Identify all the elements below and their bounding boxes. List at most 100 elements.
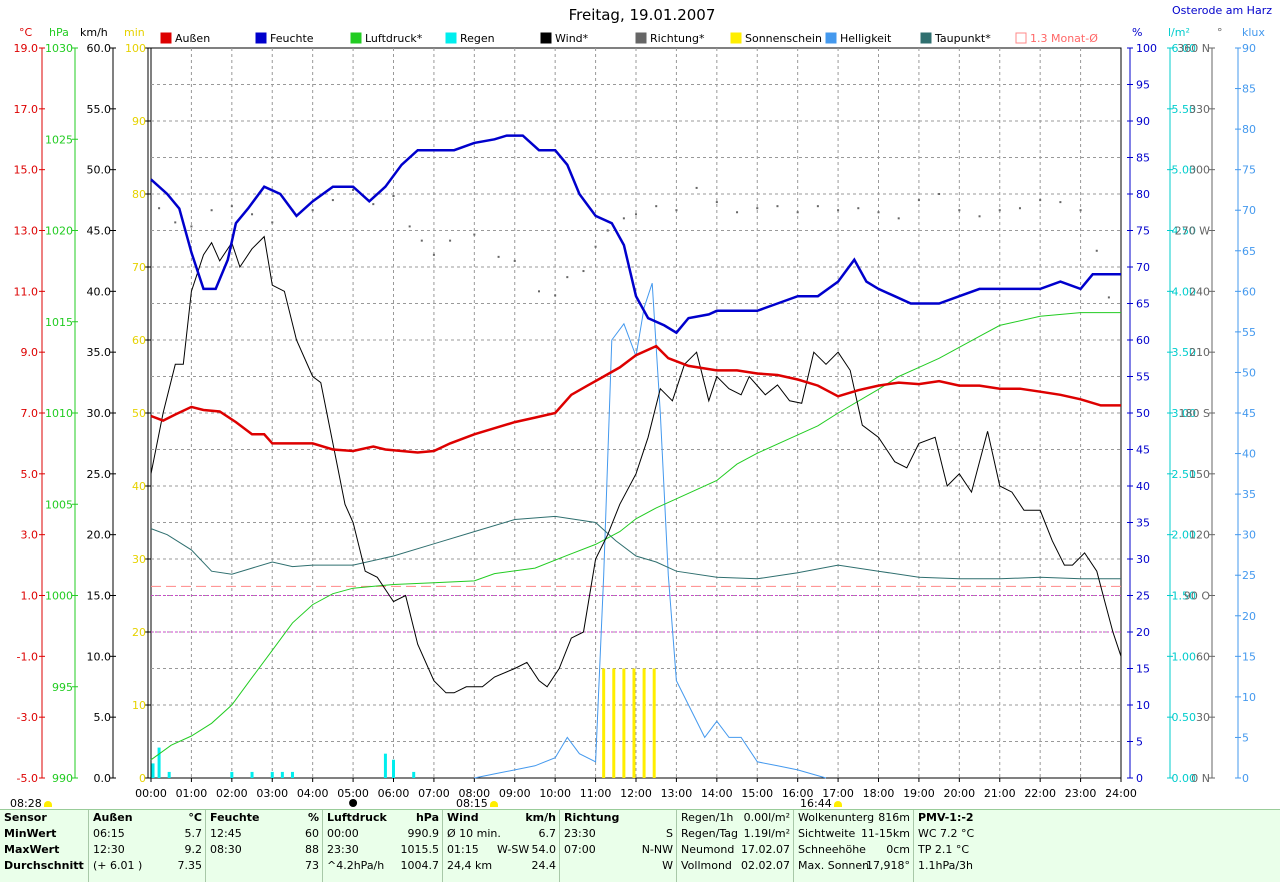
sunset-time: 16:44: [800, 797, 842, 810]
x-axis-tick-label: 24:00: [1105, 787, 1137, 800]
axis-tick-label: 5.0: [94, 711, 112, 724]
axis-tick-label: 0: [139, 772, 146, 785]
axis-tick-label: 10: [1242, 691, 1256, 704]
stats-aussen-avg: 7.35: [177, 859, 203, 872]
axis-tick-label: 0.0: [94, 772, 112, 785]
axis-tick-label: 45: [1136, 444, 1150, 457]
axis-tick-label: 35.0: [87, 346, 112, 359]
axis-tick-label: 15: [1242, 650, 1256, 663]
rain-bar: [412, 771, 416, 778]
stats-neumond-label: Neumond: [681, 843, 735, 856]
x-axis-tick-label: 17:00: [822, 787, 854, 800]
axis-tick-label: -3.0: [17, 711, 38, 724]
stats-wind-max: 54.0: [531, 843, 557, 856]
axis-tick-label: 120: [1189, 529, 1210, 542]
legend-swatch: [825, 32, 837, 44]
axis-tick-label: 11.0: [14, 285, 39, 298]
axis-tick-label: 5: [1136, 736, 1143, 749]
axis-tick-label: 25: [1136, 590, 1150, 603]
stats-wind-avg10: 6.7: [538, 827, 557, 840]
x-axis-tick-label: 05:00: [337, 787, 369, 800]
direction-point: [622, 217, 625, 220]
axis-tick-label: 3.00: [1172, 407, 1197, 420]
direction-point: [566, 276, 569, 279]
direction-point: [420, 239, 423, 242]
axis-tick-label: 990: [52, 772, 73, 785]
sunrise-time: 08:15: [456, 797, 498, 810]
x-axis-tick-label: 13:00: [661, 787, 693, 800]
rain-bar: [392, 759, 395, 778]
direction-point: [352, 188, 355, 191]
axis-unit-labels: °C hPa km/h min% l/m² ° klux: [19, 26, 1265, 39]
x-axis-tick-label: 02:00: [216, 787, 248, 800]
sunshine-bar: [632, 668, 636, 778]
legend-swatch: [540, 32, 552, 44]
direction-point: [606, 229, 609, 232]
legend-label: Sonnenschein: [745, 32, 822, 45]
axis-tick-label: 300: [1189, 164, 1210, 177]
sunshine-bar: [652, 668, 656, 778]
stats-aussen-title: Außen: [93, 811, 133, 824]
axis-tick-label: 1005: [45, 498, 73, 511]
series-line: [150, 134, 1121, 335]
direction-point: [736, 211, 739, 214]
rain-bar: [280, 771, 284, 778]
direction-point: [449, 239, 452, 242]
axis-tick-label: 180 S: [1179, 407, 1210, 420]
legend-swatch: [255, 32, 267, 44]
stats-row-avg: Durchschnitt: [4, 859, 84, 872]
sunshine-bar: [622, 668, 626, 778]
axis-tick-label: 0: [1242, 772, 1249, 785]
direction-point: [1107, 296, 1110, 299]
stats-row-max: MaxWert: [4, 843, 60, 856]
direction-point: [497, 255, 500, 258]
axis-tick-label: 3.50: [1172, 346, 1197, 359]
direction-point: [655, 205, 658, 208]
axis-tick-label: 1015: [45, 316, 73, 329]
axis-tick-label: 90: [1242, 42, 1256, 55]
direction-point: [756, 207, 759, 210]
axis-tick-label: 50: [1136, 407, 1150, 420]
axis-tick-label: 55: [1136, 371, 1150, 384]
axis-tick-label: 40: [1136, 480, 1150, 493]
axis-tick-label: 0.50: [1172, 711, 1197, 724]
stats-sensor-title: Sensor: [4, 811, 47, 824]
x-axis-tick-label: 09:00: [499, 787, 531, 800]
x-axis-tick-label: 21:00: [984, 787, 1016, 800]
x-axis-tick-label: 20:00: [943, 787, 975, 800]
legend-label: Regen: [460, 32, 495, 45]
x-axis-tick-label: 04:00: [297, 787, 329, 800]
axis-tick-label: 20: [132, 626, 146, 639]
stats-feuchte-title: Feuchte: [210, 811, 260, 824]
x-axis-tick-label: 18:00: [863, 787, 895, 800]
axis-tick-label: 85: [1136, 152, 1150, 165]
axis-tick-label: 70: [132, 261, 146, 274]
axis-tick-label: 40.0: [87, 285, 112, 298]
stats-regen-column: Regen/1h 0.00l/m² Regen/Tag 1.19l/m² Neumo…: [676, 810, 794, 882]
axes: 19.0 17.0 15.0 13.0 11.0 9.0 7.0 5.0 3.0 1.0 -1.0 -…: [14, 42, 1256, 807]
direction-point: [554, 294, 557, 297]
stats-richtung-max-time: 07:00: [564, 843, 596, 856]
stats-neumond: 17.02.07: [741, 843, 790, 856]
axis-tick-label: 3.0: [21, 529, 39, 542]
axis-tick-label: -1.0: [17, 650, 38, 663]
legend-label: 1.3 Monat-Ø: [1030, 32, 1098, 45]
axis-unit-label: °: [1217, 26, 1223, 39]
direction-point: [978, 215, 981, 218]
axis-tick-label: 40: [132, 480, 146, 493]
axis-tick-label: 15: [1136, 663, 1150, 676]
stats-wind-column: Wind km/h Ø 10 min. 6.7 01:15 W-SW 54.0 24,4…: [442, 810, 560, 882]
axis-tick-label: 1030: [45, 42, 73, 55]
axis-tick-label: 1010: [45, 407, 73, 420]
stats-luftdruck-column: Luftdruck hPa 00:00 990.9 23:30 1015.5 ^4.2…: [322, 810, 443, 882]
axis-tick-label: 70: [1136, 261, 1150, 274]
rain-bar: [151, 763, 155, 778]
axis-tick-label: 1.00: [1172, 650, 1197, 663]
axis-tick-label: 35: [1136, 517, 1150, 530]
axis-tick-label: 17.0: [14, 103, 39, 116]
axis-tick-label: 30: [1242, 529, 1256, 542]
direction-point: [897, 217, 900, 220]
legend-swatch: [1015, 32, 1027, 44]
stats-luftdruck-avg: 1004.7: [400, 859, 440, 872]
direction-point: [174, 221, 177, 224]
